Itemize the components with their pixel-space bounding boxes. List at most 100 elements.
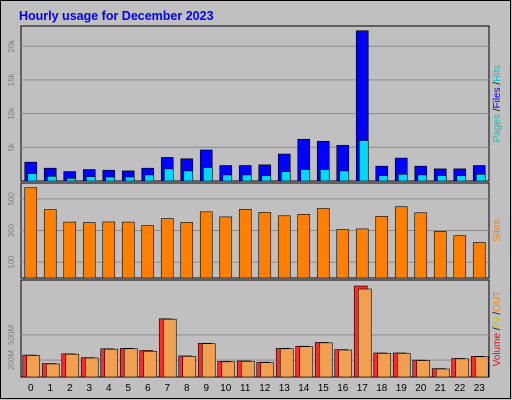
bar-sites	[355, 228, 369, 279]
panel-bottom-ytick-label: 200M	[7, 350, 16, 370]
bar-sites	[160, 218, 174, 279]
bar-in-out	[182, 356, 197, 378]
bar-sites	[219, 216, 233, 279]
bar-in-out	[435, 368, 450, 378]
bar-pages	[241, 174, 252, 182]
panel-top-series-label: Pages /Files /Hits	[492, 65, 503, 143]
bar-sites	[394, 206, 408, 279]
x-tick-label: 4	[106, 383, 112, 394]
bar-in-out	[201, 343, 216, 378]
x-tick-label: 7	[164, 383, 170, 394]
bar-in-out	[416, 360, 431, 378]
x-tick-label: 12	[259, 383, 271, 394]
panel-bottom-series-label: Volume /IN /OUT	[492, 291, 503, 367]
series-label-part: /	[492, 327, 503, 333]
panel-middle-ytick-label: 500	[7, 192, 16, 206]
x-tick-label: 14	[298, 383, 310, 394]
bar-pages	[183, 170, 194, 182]
panel-top-ytick-label: 20k	[7, 39, 16, 53]
bar-pages	[222, 174, 233, 182]
x-tick-label: 10	[220, 383, 232, 394]
series-label-part: /	[492, 108, 503, 114]
panel-top-ytick-label: 5k	[7, 142, 16, 151]
panel-bottom-frame	[20, 279, 490, 378]
series-label-part: Hits	[492, 65, 503, 82]
series-label-part: Volume	[492, 333, 503, 367]
panel-middle-ytick-label: 100	[7, 255, 16, 269]
bar-in-out	[338, 349, 353, 378]
x-tick-label: 23	[474, 383, 486, 394]
bar-pages	[66, 178, 77, 182]
bar-pages	[397, 173, 408, 182]
bar-sites	[24, 187, 38, 279]
bar-sites	[102, 221, 116, 279]
x-tick-label: 21	[435, 383, 447, 394]
x-tick-label: 16	[337, 383, 349, 394]
panel-top-ytick-label: 15k	[7, 72, 16, 86]
x-tick-label: 13	[279, 383, 291, 394]
x-tick-label: 19	[396, 383, 408, 394]
bar-pages	[85, 176, 96, 182]
x-tick-label: 22	[454, 383, 466, 394]
bar-sites	[63, 221, 77, 279]
bar-sites	[121, 221, 135, 279]
bar-in-out	[84, 357, 99, 378]
bar-pages	[105, 176, 116, 182]
bar-in-out	[123, 348, 138, 378]
series-label-part: Files	[492, 87, 503, 108]
bar-in-out	[396, 353, 411, 378]
panel-middle-ytick-label: 300	[7, 223, 16, 237]
bar-in-out	[221, 361, 236, 378]
bar-sites	[297, 214, 311, 279]
series-label-part: IN	[492, 317, 503, 327]
bar-pages	[124, 176, 135, 182]
bar-in-out	[143, 350, 158, 378]
chart-title: Hourly usage for December 2023	[19, 9, 214, 23]
bar-pages	[202, 167, 213, 182]
x-tick-label: 18	[376, 383, 388, 394]
bar-pages	[163, 168, 174, 182]
bar-pages	[300, 169, 311, 182]
bar-in-out	[357, 288, 372, 378]
bar-in-out	[474, 356, 489, 378]
bar-in-out	[455, 358, 470, 378]
bar-sites	[472, 242, 486, 279]
series-label-part: OUT	[492, 291, 503, 312]
panel-middle-series-label: Sites	[492, 219, 503, 241]
x-tick-label: 9	[203, 383, 209, 394]
x-tick-label: 17	[357, 383, 369, 394]
bar-pages	[358, 140, 369, 182]
bar-in-out	[318, 342, 333, 378]
bar-pages	[456, 175, 467, 182]
x-tick-label: 1	[47, 383, 53, 394]
bar-pages	[319, 169, 330, 182]
bar-pages	[144, 174, 155, 182]
x-tick-label: 20	[415, 383, 427, 394]
bar-sites	[238, 208, 252, 279]
bar-in-out	[377, 353, 392, 378]
bar-in-out	[240, 361, 255, 378]
bar-pages	[339, 170, 350, 182]
bar-sites	[277, 215, 291, 279]
bar-pages	[378, 175, 389, 182]
x-tick-label: 2	[67, 383, 73, 394]
bar-in-out	[162, 318, 177, 378]
x-tick-label: 8	[184, 383, 190, 394]
bar-sites	[82, 222, 96, 279]
series-label-part: /	[492, 82, 503, 88]
series-label-part: /	[492, 312, 503, 318]
bar-in-out	[45, 363, 60, 378]
panel-top-frame	[20, 25, 490, 182]
bar-sites	[375, 216, 389, 279]
x-tick-label: 15	[318, 383, 330, 394]
x-tick-label: 6	[145, 383, 151, 394]
bar-in-out	[260, 362, 275, 378]
bar-in-out	[26, 355, 41, 378]
panel-bottom-ytick-label: 500M	[7, 324, 16, 344]
bar-sites	[43, 209, 57, 279]
series-label-part: Pages	[492, 114, 503, 142]
bar-pages	[280, 171, 291, 182]
